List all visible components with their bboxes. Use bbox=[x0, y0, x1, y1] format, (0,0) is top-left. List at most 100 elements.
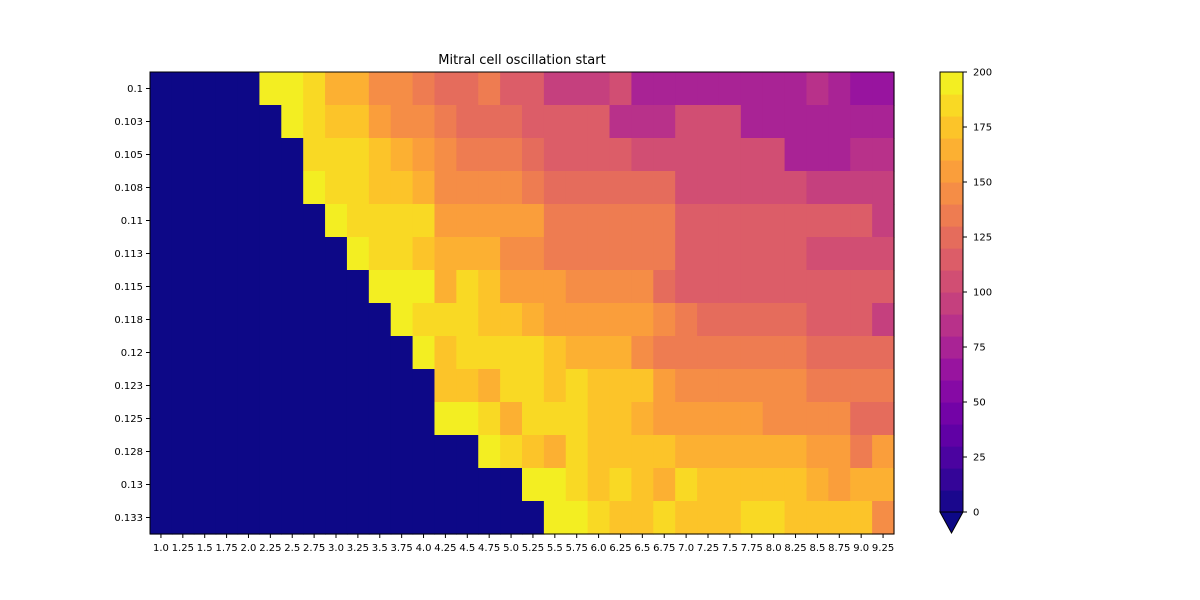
x-tick-label: 3.25 bbox=[347, 543, 369, 554]
heatmap-cell bbox=[325, 369, 348, 403]
colorbar-tick-label: 100 bbox=[973, 288, 992, 299]
y-tick-label: 0.113 bbox=[114, 249, 143, 260]
heatmap-cell bbox=[718, 171, 742, 205]
heatmap-cell bbox=[872, 105, 895, 139]
x-tick-label: 8.25 bbox=[784, 543, 806, 554]
x-tick-label: 9.25 bbox=[872, 543, 894, 554]
heatmap-cell bbox=[193, 171, 217, 205]
heatmap-cell bbox=[325, 204, 348, 238]
heatmap-cell bbox=[150, 105, 173, 139]
heatmap-cell bbox=[390, 171, 414, 205]
heatmap-cell bbox=[587, 138, 611, 172]
heatmap-cell bbox=[215, 369, 239, 403]
heatmap-cell bbox=[346, 270, 370, 304]
heatmap-cell bbox=[478, 501, 501, 535]
heatmap-cell bbox=[237, 336, 261, 370]
heatmap-cell bbox=[828, 501, 851, 535]
heatmap-cell bbox=[171, 171, 195, 205]
heatmap-cell bbox=[325, 237, 348, 271]
heatmap-cell bbox=[434, 303, 457, 337]
x-tick-label: 1.5 bbox=[197, 543, 213, 554]
heatmap-cell bbox=[150, 468, 173, 502]
x-tick-label: 4.0 bbox=[416, 543, 432, 554]
heatmap-cell bbox=[631, 468, 654, 502]
heatmap-cell bbox=[609, 303, 633, 337]
heatmap-cell bbox=[565, 501, 589, 535]
y-tick-label: 0.128 bbox=[114, 447, 143, 458]
heatmap-cell bbox=[390, 72, 414, 106]
heatmap-cell bbox=[368, 369, 392, 403]
heatmap-cell bbox=[697, 105, 720, 139]
x-tick-label: 6.5 bbox=[634, 543, 650, 554]
heatmap-cell bbox=[259, 138, 282, 172]
heatmap-cell bbox=[281, 204, 304, 238]
heatmap-cell bbox=[281, 435, 304, 469]
heatmap-cell bbox=[675, 402, 698, 436]
heatmap-cell bbox=[303, 138, 326, 172]
heatmap-cell bbox=[718, 237, 742, 271]
colorbar-band bbox=[940, 226, 963, 249]
x-tick-label: 7.25 bbox=[697, 543, 719, 554]
heatmap-cell bbox=[587, 72, 611, 106]
heatmap-cell bbox=[150, 435, 173, 469]
heatmap-cell bbox=[740, 468, 764, 502]
heatmap-cell bbox=[500, 237, 523, 271]
heatmap-cell bbox=[740, 105, 764, 139]
heatmap-cell bbox=[346, 435, 370, 469]
heatmap-cell bbox=[303, 468, 326, 502]
heatmap-cell bbox=[675, 270, 698, 304]
heatmap-cell bbox=[390, 336, 414, 370]
heatmap-cell bbox=[150, 303, 173, 337]
heatmap-cell bbox=[368, 303, 392, 337]
heatmap-cell bbox=[543, 138, 567, 172]
heatmap-cell bbox=[784, 369, 808, 403]
heatmap-cell bbox=[478, 468, 501, 502]
heatmap-cell bbox=[631, 138, 654, 172]
heatmap-cell bbox=[587, 270, 611, 304]
heatmap-cell bbox=[303, 303, 326, 337]
heatmap-cell bbox=[368, 336, 392, 370]
heatmap-cell bbox=[215, 468, 239, 502]
heatmap-cell bbox=[346, 138, 370, 172]
heatmap-cell bbox=[697, 303, 720, 337]
x-tick-label: 4.25 bbox=[434, 543, 456, 554]
colorbar-tick-label: 0 bbox=[973, 508, 979, 519]
heatmap-cell bbox=[150, 270, 173, 304]
heatmap-cell bbox=[303, 270, 326, 304]
heatmap-cell bbox=[675, 138, 698, 172]
heatmap-cell bbox=[543, 468, 567, 502]
heatmap-cell bbox=[543, 369, 567, 403]
heatmap-cell bbox=[281, 171, 304, 205]
heatmap-cell bbox=[872, 138, 895, 172]
heatmap-cell bbox=[259, 105, 282, 139]
x-tick-label: 8.75 bbox=[828, 543, 850, 554]
heatmap-cell bbox=[543, 204, 567, 238]
heatmap-cell bbox=[500, 204, 523, 238]
colorbar-tick-label: 175 bbox=[973, 123, 992, 134]
heatmap-cell bbox=[762, 270, 786, 304]
heatmap-cell bbox=[762, 171, 786, 205]
heatmap-cell bbox=[522, 138, 545, 172]
heatmap-cell bbox=[193, 204, 217, 238]
heatmap-cell bbox=[237, 72, 261, 106]
heatmap-cell bbox=[456, 270, 479, 304]
heatmap-cells bbox=[150, 72, 895, 535]
colorbar-tick-label: 125 bbox=[973, 233, 992, 244]
x-tick-label: 8.0 bbox=[766, 543, 782, 554]
heatmap-cell bbox=[784, 501, 808, 535]
heatmap-cell bbox=[675, 72, 698, 106]
heatmap-cell bbox=[784, 138, 808, 172]
heatmap-cell bbox=[697, 237, 720, 271]
heatmap-cell bbox=[828, 336, 851, 370]
heatmap-cell bbox=[478, 105, 501, 139]
heatmap-cell bbox=[368, 501, 392, 535]
heatmap-cell bbox=[806, 204, 829, 238]
heatmap-cell bbox=[806, 336, 829, 370]
heatmap-cell bbox=[456, 237, 479, 271]
heatmap-cell bbox=[281, 105, 304, 139]
heatmap-cell bbox=[762, 237, 786, 271]
heatmap-cell bbox=[478, 204, 501, 238]
heatmap-cell bbox=[806, 138, 829, 172]
heatmap-cell bbox=[434, 435, 457, 469]
